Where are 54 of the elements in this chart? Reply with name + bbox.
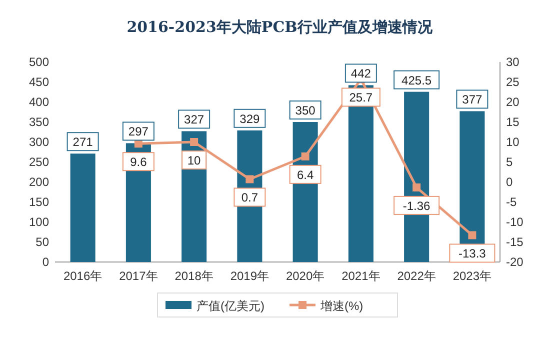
data-label: 442 [350, 66, 372, 81]
y2-tick-label: -5 [506, 195, 517, 209]
data-label: 271 [72, 135, 94, 150]
y-tick-label: 450 [28, 75, 50, 89]
y2-tick-label: 5 [506, 155, 513, 169]
y-tick-label: 400 [28, 95, 50, 109]
y-tick-label: 100 [28, 215, 50, 229]
data-label: 0.7 [241, 190, 258, 205]
y-tick-label: 150 [28, 195, 50, 209]
x-tick-label: 2017年 [119, 269, 158, 283]
y2-tick-label: -20 [506, 255, 524, 269]
y2-tick-label: 25 [506, 75, 520, 89]
y-tick-label: 250 [28, 155, 50, 169]
x-tick-label: 2023年 [452, 269, 492, 283]
point [412, 183, 421, 192]
y-tick-label: 200 [28, 175, 50, 189]
y-tick-label: 350 [28, 115, 50, 129]
data-label: 377 [462, 92, 483, 107]
data-label: -13.3 [458, 246, 486, 261]
point [301, 152, 310, 160]
y2-tick-label: 15 [506, 115, 520, 129]
data-label: 297 [128, 124, 149, 139]
x-tick-label: 2020年 [286, 269, 325, 283]
x-tick-label: 2021年 [342, 269, 380, 283]
legend-label: 产值(亿美元) [196, 299, 264, 313]
data-label: 9.6 [130, 155, 148, 170]
y2-tick-label: 10 [506, 135, 520, 149]
data-label: 350 [295, 104, 316, 118]
data-label: 6.4 [296, 168, 314, 182]
y2-tick-label: 30 [506, 55, 520, 69]
y-tick-label: 300 [28, 135, 50, 149]
data-label: 425.5 [402, 73, 432, 88]
data-label: -1.36 [402, 198, 431, 213]
bar [70, 154, 96, 262]
y2-tick-label: -15 [506, 235, 524, 249]
x-tick-label: 2019年 [230, 269, 270, 283]
data-label: 327 [184, 112, 204, 127]
legend-label: 增速(%) [320, 299, 364, 313]
point [246, 175, 254, 184]
data-label: 25.7 [349, 90, 373, 105]
x-tick-label: 2018年 [174, 269, 214, 283]
y2-tick-label: -10 [506, 215, 524, 229]
y2-tick-label: 20 [506, 95, 520, 109]
y2-tick-label: 0 [506, 175, 513, 189]
y-tick-label: 50 [36, 235, 50, 249]
y-tick-label: 500 [28, 55, 50, 69]
chart-title: 2016-2023年大陆PCB行业产值及增速情况 [126, 18, 434, 36]
point [190, 138, 198, 146]
point [468, 231, 476, 240]
y-tick-label: 0 [42, 255, 50, 269]
data-label: 329 [240, 112, 260, 126]
x-tick-label: 2022年 [397, 269, 436, 283]
x-tick-label: 2016年 [63, 269, 102, 283]
data-label: 10 [187, 154, 202, 168]
